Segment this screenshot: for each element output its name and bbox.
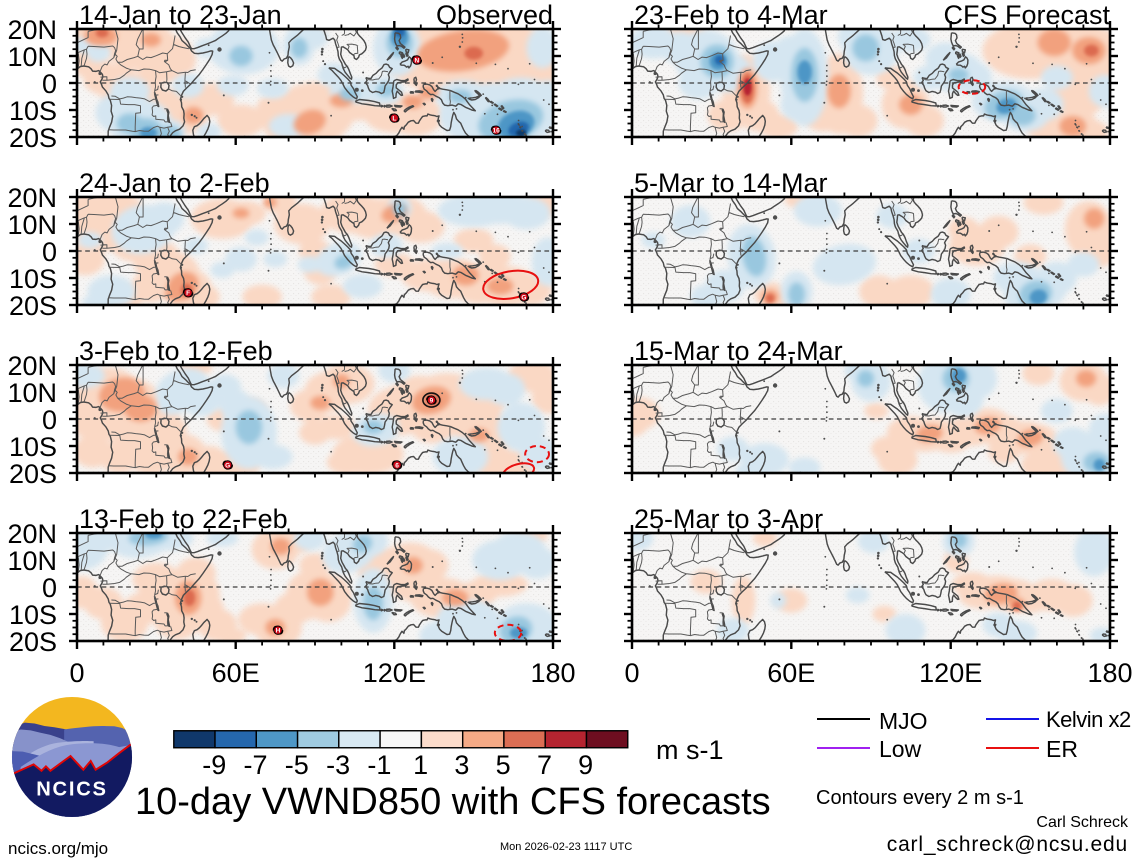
svg-text:NCICS: NCICS [36,778,108,800]
svg-text:G: G [225,462,230,469]
svg-text:L: L [392,115,396,122]
svg-text:6: 6 [395,462,399,469]
svg-text:9: 9 [430,397,434,404]
svg-text:G: G [521,294,526,301]
svg-text:N: N [414,57,419,64]
svg-text:H: H [276,627,281,634]
svg-text:16: 16 [492,127,500,134]
svg-text:F: F [186,290,190,297]
